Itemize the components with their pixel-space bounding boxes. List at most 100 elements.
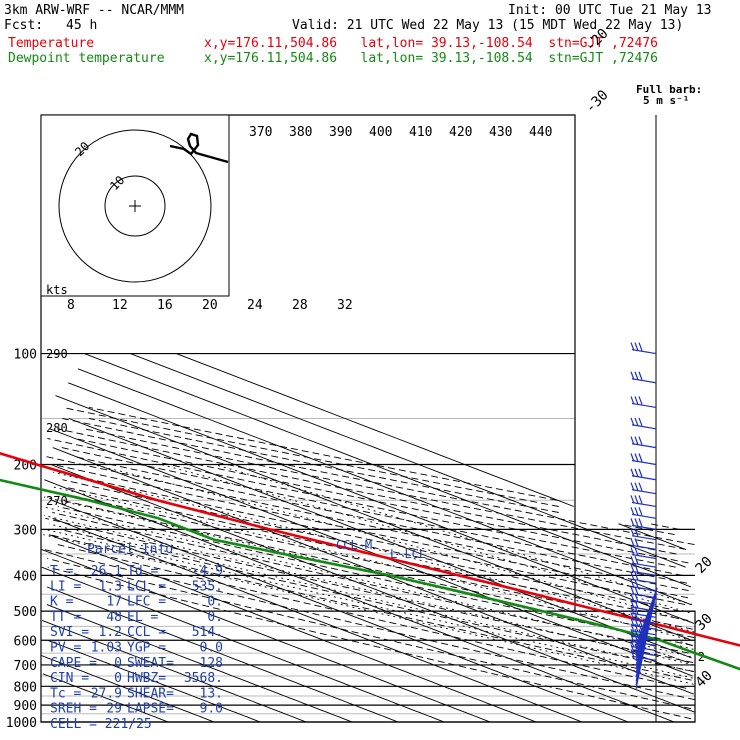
hodograph-axis-label: 8 <box>67 298 75 313</box>
wind-barb-feather <box>630 538 635 547</box>
wind-barb-feather <box>630 371 635 380</box>
parcel-info-value: 0. <box>207 595 223 610</box>
wind-barb <box>630 468 657 481</box>
wind-barb <box>630 579 657 592</box>
parcel-info-label: TT = <box>50 610 81 625</box>
parcel-info-label: SHEAR= <box>127 686 174 701</box>
wind-barb <box>630 586 657 599</box>
wind-barb-feather <box>630 507 635 516</box>
theta-label: 380 <box>289 125 312 140</box>
wind-barb-staff <box>635 587 658 690</box>
pressure-tick-label: 100 <box>14 348 37 363</box>
wind-barb-feather <box>630 528 635 537</box>
parcel-info-label: K = <box>50 595 74 610</box>
wind-barb-feather <box>630 555 635 565</box>
wind-barb-feather <box>630 417 635 426</box>
parcel-info-label: LCL = <box>127 579 166 594</box>
init-time: Init: 00 UTC Tue 21 May 13 <box>508 3 712 18</box>
wind-barb-feather <box>634 453 639 462</box>
parcel-info-title: Parcel Info <box>87 542 173 557</box>
parcel-info-label: PV = <box>50 641 81 656</box>
wind-barb-feather <box>634 482 639 491</box>
dry-adiabat <box>89 418 675 536</box>
wind-barb-feather <box>630 495 635 504</box>
wind-barb-staff <box>631 348 657 355</box>
theta-label: 430 <box>489 125 512 140</box>
wind-barb-feather <box>630 644 635 653</box>
isotherm-label: 40 <box>693 668 716 691</box>
parcel-info-label: SREH = <box>50 702 97 717</box>
wind-barb <box>630 538 657 550</box>
lcl-marker: L-LCL <box>390 547 426 561</box>
theta-label: 440 <box>529 125 552 140</box>
wind-barb-feather <box>630 649 635 658</box>
parcel-info-value: 27.9 <box>91 686 122 701</box>
hodograph-trace <box>169 132 229 164</box>
wind-legend-value: 5 m s⁻¹ <box>643 94 689 107</box>
wind-barb-staff <box>631 459 657 466</box>
dry-adiabat <box>88 406 557 501</box>
isotherm-label: -30 <box>583 87 612 116</box>
dry-adiabat <box>49 534 692 681</box>
parcel-info-value: 48 <box>106 610 122 625</box>
wind-barb-feather <box>630 547 635 556</box>
isotherm <box>68 418 692 659</box>
theta-label: 390 <box>329 125 352 140</box>
parcel-info-value: 1.2 <box>99 625 122 640</box>
hodograph-axis-label: 28 <box>292 298 308 313</box>
dry-adiabat <box>64 486 689 621</box>
pressure-tick-label: 300 <box>14 523 37 538</box>
isotherm <box>48 534 537 723</box>
isotherm <box>84 353 692 588</box>
annotations: CCL-M L-LCL <box>336 538 426 561</box>
dry-adiabat <box>57 544 687 689</box>
parcel-info-value: 1.3 <box>99 579 122 594</box>
parcel-info-value: 535. <box>192 579 223 594</box>
temperature-legend: Temperature <box>8 36 95 51</box>
temperature-series <box>0 451 740 647</box>
pressure-tick-label: 500 <box>14 605 37 620</box>
hodograph-axis-label: 24 <box>247 298 263 313</box>
theta-label-layer: 370 380 390 400 410 420 430 440 <box>249 125 552 140</box>
wind-barb-feather <box>630 396 635 405</box>
isotherm-label: 30 <box>693 611 716 634</box>
wind-barb-feather <box>634 507 639 516</box>
dry-adiabat <box>52 512 689 654</box>
wind-barb-feather <box>630 599 635 609</box>
wind-barb <box>630 518 657 530</box>
hodograph-ring-inner <box>104 175 166 237</box>
parcel-info-value: 9.0 <box>200 702 223 717</box>
wind-barb-staff <box>631 535 657 541</box>
wind-barb-staff <box>631 475 657 481</box>
hodograph-ring-outer <box>58 129 212 283</box>
wind-barb-feather <box>634 593 639 602</box>
wind-barb-staff <box>631 424 657 430</box>
wind-barb-feather <box>630 634 635 643</box>
sounding-series <box>0 451 740 671</box>
wind-barb-feather <box>634 612 639 621</box>
parcel-info-value: 13. <box>200 686 223 701</box>
pressure-tick-label: 900 <box>14 699 37 714</box>
isotherm <box>41 619 307 723</box>
wind-barb-feather <box>634 618 639 627</box>
wind-barb <box>630 417 657 430</box>
dry-adiabat <box>61 447 683 576</box>
parcel-info-value: -4.9 <box>192 564 223 579</box>
moist-adiabat <box>49 523 693 673</box>
isotherm <box>176 353 686 550</box>
mixing-ratio-line <box>622 639 690 664</box>
parcel-info-panel: Parcel Info T = 26.1 Td = -4.9 LI = 1.3 LCL = 53… <box>50 542 223 732</box>
wind-legend-title: Full barb: <box>636 83 702 96</box>
wind-barb-feather <box>634 599 639 609</box>
wind-barb-feather <box>638 495 643 504</box>
wind-barb <box>630 396 657 409</box>
wind-barb-feather <box>630 629 635 638</box>
dry-adiabat <box>61 499 695 639</box>
wind-barb <box>630 564 657 576</box>
dewpoint-location: x,y=176.11,504.86 lat,lon= 39.13,-108.54… <box>204 51 658 66</box>
isotherm <box>51 499 629 723</box>
model-title: 3km ARW-WRF -- NCAR/MMM <box>4 3 185 18</box>
wind-barb-feather <box>634 436 639 445</box>
